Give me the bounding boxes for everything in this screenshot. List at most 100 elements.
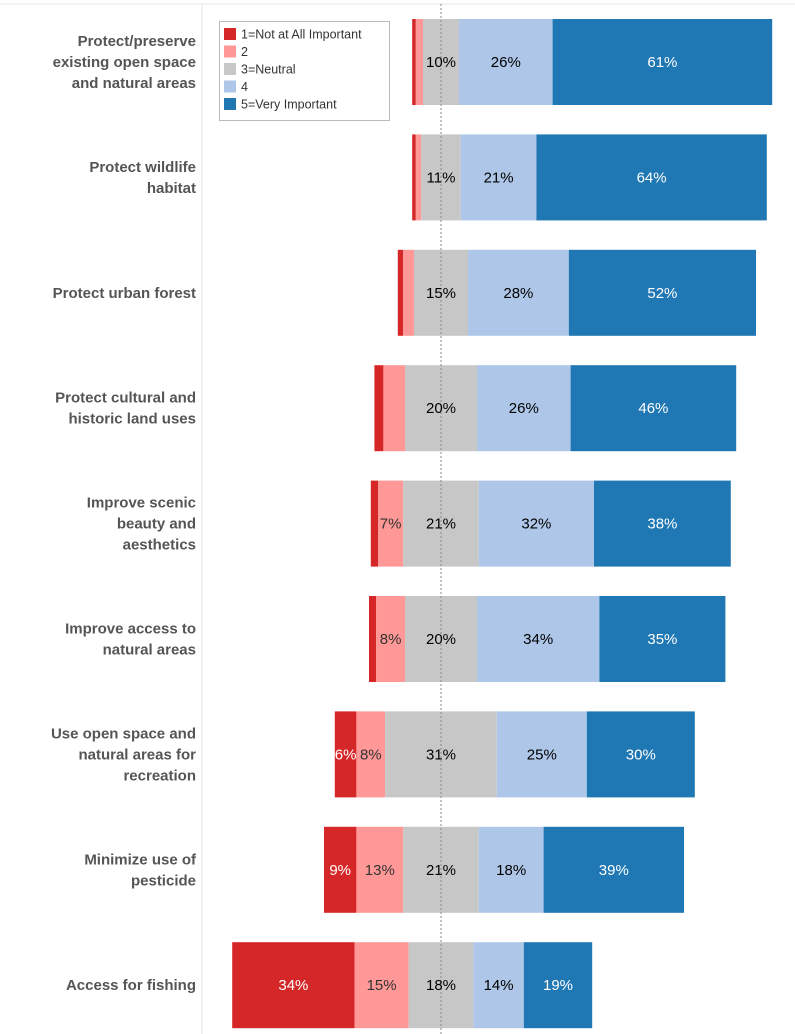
category-label-line: recreation bbox=[123, 767, 196, 784]
bar-1-series-1 bbox=[412, 19, 416, 105]
category-label-line: Use open space and bbox=[51, 725, 196, 742]
category-label-line: Protect wildlife bbox=[89, 159, 196, 176]
value-label-7-series-3: 31% bbox=[426, 746, 456, 763]
category-label-line: Protect/preserve bbox=[78, 33, 196, 50]
value-label-2-series-5: 64% bbox=[637, 169, 667, 186]
bar-6-series-3 bbox=[405, 596, 477, 682]
legend-entry-2: 2 bbox=[241, 45, 248, 59]
category-label-8: Minimize use of pesticide bbox=[84, 851, 197, 889]
category-label-2: Protect wildlife habitat bbox=[89, 159, 196, 197]
value-label-7-series-5: 30% bbox=[626, 746, 656, 763]
category-label-line: Minimize use of bbox=[84, 851, 197, 868]
category-label-line: habitat bbox=[147, 180, 196, 197]
bar-9-series-4 bbox=[473, 942, 524, 1029]
bar-5-series-2 bbox=[378, 480, 404, 567]
bar-4-series-5 bbox=[570, 365, 737, 452]
bar-6-series-1 bbox=[369, 596, 377, 682]
value-label-2-series-4: 21% bbox=[484, 169, 514, 186]
bar-8-series-5 bbox=[543, 826, 684, 913]
category-label-line: historic land uses bbox=[68, 411, 196, 428]
bar-7-series-5 bbox=[586, 711, 695, 798]
bar-7-series-2 bbox=[356, 711, 386, 798]
bar-5-series-5 bbox=[594, 480, 731, 567]
category-label-line: existing open space bbox=[53, 54, 196, 71]
category-label-line: natural areas for bbox=[78, 746, 196, 763]
value-label-9-series-2: 15% bbox=[367, 977, 397, 994]
category-label-4: Protect cultural and historic land uses bbox=[55, 390, 196, 428]
legend: 1=Not at All Important 2 3=Neutral 4 5=Very … bbox=[219, 21, 390, 121]
label-layer: 10% 26% 61% 11% 21% 64% 15% 28% 52% 20% 26% 46% 7% 21… bbox=[278, 54, 677, 994]
value-label-9-series-5: 19% bbox=[543, 977, 573, 994]
bar-4-series-1 bbox=[374, 365, 384, 452]
bar-1-series-4 bbox=[459, 19, 553, 105]
value-label-6-series-5: 35% bbox=[647, 631, 677, 648]
bar-4-series-4 bbox=[477, 365, 571, 452]
bar-9-series-5 bbox=[523, 942, 593, 1029]
value-label-5-series-5: 38% bbox=[647, 516, 677, 533]
legend-swatch-5 bbox=[224, 98, 236, 110]
category-labels: Protect/preserve existing open space and n… bbox=[51, 33, 197, 994]
legend-swatch-4 bbox=[224, 80, 236, 93]
value-label-7-series-2: 8% bbox=[360, 746, 382, 763]
value-label-5-series-4: 32% bbox=[521, 516, 551, 533]
value-label-6-series-3: 20% bbox=[426, 631, 456, 648]
value-label-1-series-5: 61% bbox=[647, 54, 677, 71]
category-label-line: Protect urban forest bbox=[53, 285, 196, 302]
legend-entry-5: 5=Very Important bbox=[241, 98, 337, 112]
value-label-1-series-4: 26% bbox=[491, 54, 521, 71]
bar-7-series-4 bbox=[496, 711, 587, 798]
value-label-4-series-5: 46% bbox=[638, 400, 668, 417]
value-label-5-series-2: 7% bbox=[380, 516, 402, 533]
value-label-7-series-4: 25% bbox=[527, 746, 557, 763]
value-label-8-series-4: 18% bbox=[496, 862, 526, 879]
bar-5-series-4 bbox=[478, 480, 594, 567]
value-label-3-series-5: 52% bbox=[647, 285, 677, 302]
category-label-line: Protect cultural and bbox=[55, 390, 196, 407]
value-label-5-series-3: 21% bbox=[426, 516, 456, 533]
category-label-6: Improve access to natural areas bbox=[65, 621, 196, 659]
bar-6-series-4 bbox=[477, 596, 600, 682]
value-label-2-series-3: 11% bbox=[427, 169, 456, 186]
legend-entry-4: 4 bbox=[241, 80, 248, 94]
value-label-1-series-3: 10% bbox=[426, 54, 456, 71]
category-label-line: Improve access to bbox=[65, 621, 196, 638]
bar-8-series-4 bbox=[478, 826, 544, 913]
category-label-1: Protect/preserve existing open space and n… bbox=[53, 33, 196, 92]
value-label-3-series-3: 15% bbox=[426, 285, 456, 302]
legend-entry-3: 3=Neutral bbox=[241, 63, 296, 77]
bar-2-series-2 bbox=[415, 134, 422, 221]
category-label-line: aesthetics bbox=[123, 537, 196, 554]
category-label-9: Access for fishing bbox=[66, 977, 196, 994]
category-label-line: beauty and bbox=[117, 516, 196, 533]
legend-swatch-2 bbox=[224, 45, 236, 58]
bar-6-series-2 bbox=[376, 596, 405, 682]
value-label-8-series-5: 39% bbox=[599, 862, 629, 879]
legend-box bbox=[219, 21, 390, 121]
bar-2-series-1 bbox=[412, 134, 416, 221]
bar-9-series-2 bbox=[354, 942, 409, 1029]
bar-8-series-1 bbox=[324, 826, 357, 913]
bar-2-series-4 bbox=[460, 134, 537, 221]
value-label-4-series-4: 26% bbox=[509, 400, 539, 417]
bar-6-series-5 bbox=[599, 596, 726, 682]
value-label-4-series-3: 20% bbox=[426, 400, 456, 417]
value-label-9-series-3: 18% bbox=[426, 977, 456, 994]
category-label-line: Improve scenic bbox=[87, 495, 196, 512]
category-label-7: Use open space and natural areas for recre… bbox=[51, 725, 196, 784]
bar-3-series-1 bbox=[397, 249, 404, 336]
legend-swatch-1 bbox=[224, 28, 236, 40]
category-label-3: Protect urban forest bbox=[53, 285, 196, 302]
category-label-line: natural areas bbox=[103, 642, 196, 659]
bar-7-series-1 bbox=[334, 711, 357, 798]
category-label-line: Access for fishing bbox=[66, 977, 196, 994]
bar-8-series-2 bbox=[356, 826, 404, 913]
category-label-line: pesticide bbox=[131, 872, 196, 889]
value-label-8-series-2: 13% bbox=[365, 862, 395, 879]
bar-3-series-2 bbox=[403, 249, 414, 336]
value-label-9-series-1: 34% bbox=[278, 977, 308, 994]
bar-2-series-5 bbox=[536, 134, 767, 221]
bar-3-series-5 bbox=[568, 249, 756, 336]
bar-5-series-1 bbox=[370, 480, 378, 567]
category-label-line: and natural areas bbox=[72, 75, 196, 92]
